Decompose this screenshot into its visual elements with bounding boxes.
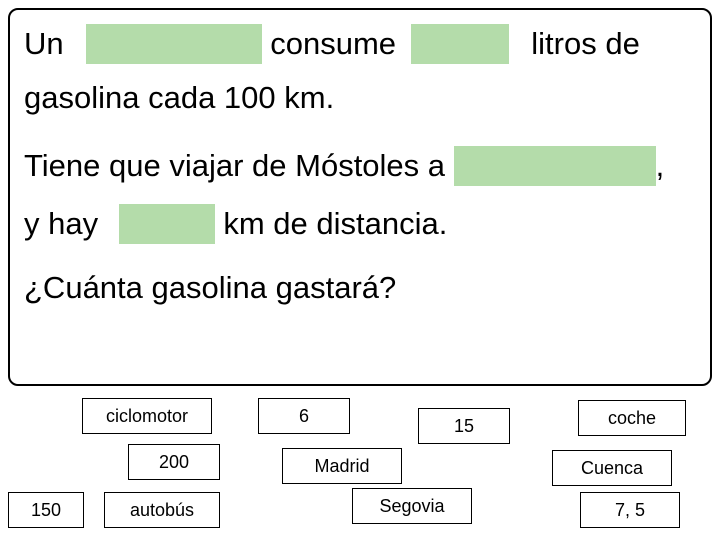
problem-box: Un consume litros de gasolina cada 100 k… (8, 8, 712, 386)
text-y-hay: y hay (24, 206, 107, 242)
tile-madrid[interactable]: Madrid (282, 448, 402, 484)
tile-cuenca[interactable]: Cuenca (552, 450, 672, 486)
text-km-dist: km de distancia. (215, 206, 448, 242)
tile-segovia[interactable]: Segovia (352, 488, 472, 524)
line-3: Tiene que viajar de Móstoles a , (24, 146, 696, 186)
tile-200[interactable]: 200 (128, 444, 220, 480)
line-5: ¿Cuánta gasolina gastará? (24, 270, 696, 306)
text-un: Un (24, 26, 64, 62)
text-comma: , (656, 148, 665, 184)
text-litros-de: litros de (523, 26, 640, 62)
tile-ciclomotor[interactable]: ciclomotor (82, 398, 212, 434)
tile-150[interactable]: 150 (8, 492, 84, 528)
blank-city[interactable] (454, 146, 656, 186)
tile-6[interactable]: 6 (258, 398, 350, 434)
blank-litros[interactable] (411, 24, 509, 64)
tile-autobus[interactable]: autobús (104, 492, 220, 528)
tile-75[interactable]: 7, 5 (580, 492, 680, 528)
blank-vehicle[interactable] (86, 24, 262, 64)
line-2: gasolina cada 100 km. (24, 80, 696, 116)
text-tiene-viajar: Tiene que viajar de Móstoles a (24, 148, 454, 184)
text-cuanta: ¿Cuánta gasolina gastará? (24, 270, 396, 306)
blank-km[interactable] (119, 204, 215, 244)
tile-15[interactable]: 15 (418, 408, 510, 444)
tile-coche[interactable]: coche (578, 400, 686, 436)
line-4: y hay km de distancia. (24, 204, 696, 244)
drag-area: ciclomotor 6 15 coche 200 Madrid Cuenca … (0, 392, 720, 540)
text-consume: consume (262, 26, 405, 62)
text-gasolina-100: gasolina cada 100 km. (24, 80, 334, 116)
line-1: Un consume litros de (24, 24, 696, 64)
